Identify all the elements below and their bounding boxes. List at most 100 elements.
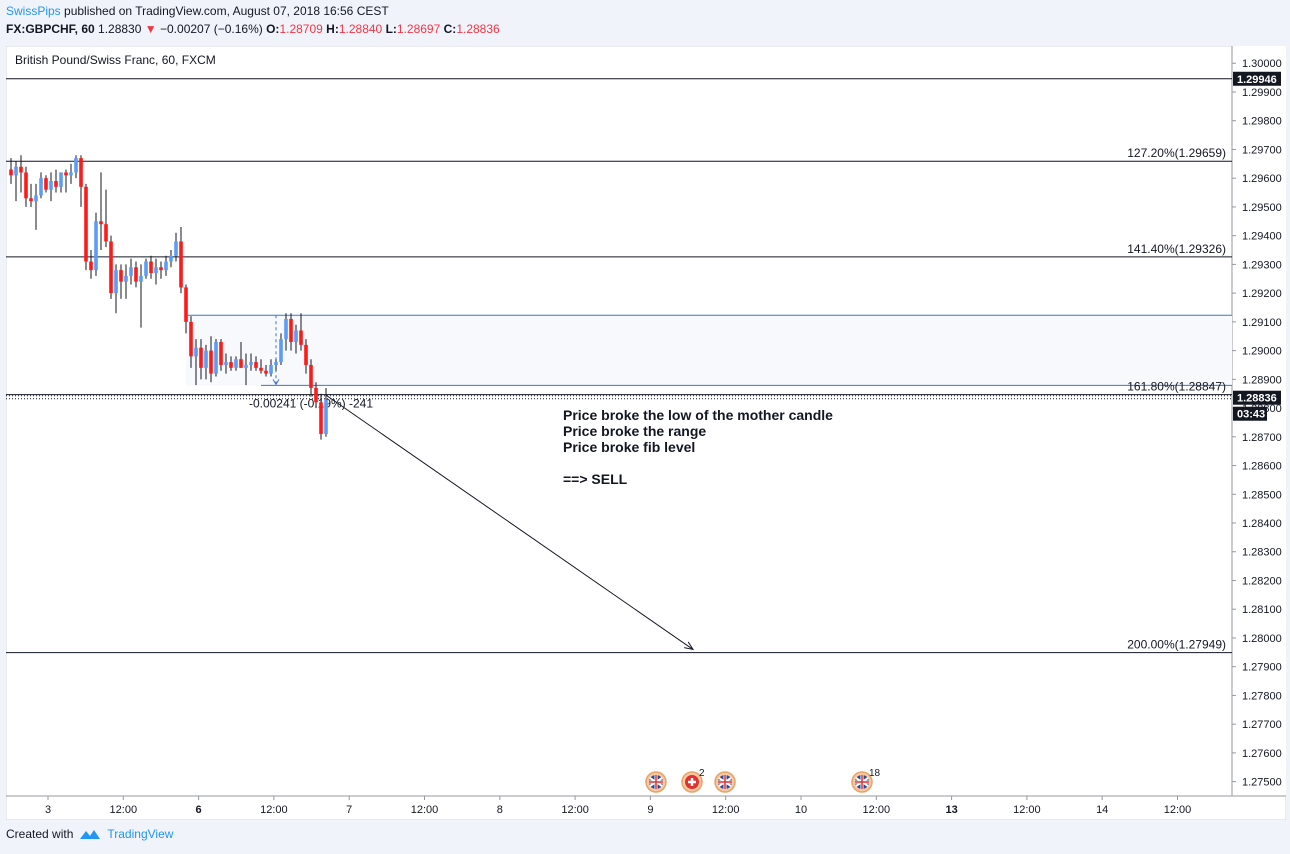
candle-up[interactable] xyxy=(129,267,133,276)
candle-down[interactable] xyxy=(64,172,68,176)
price-tag-label: 1.28836 xyxy=(1237,393,1277,405)
candle-down[interactable] xyxy=(254,362,258,368)
candle-up[interactable] xyxy=(234,359,238,368)
range-box[interactable] xyxy=(186,315,1232,386)
candle-down[interactable] xyxy=(119,270,123,282)
candle-down[interactable] xyxy=(9,169,13,176)
publish-header: SwissPips published on TradingView.com, … xyxy=(0,0,1290,42)
candle-down[interactable] xyxy=(149,261,153,274)
candle-down[interactable] xyxy=(304,344,308,365)
y-tick-label: 1.28700 xyxy=(1242,432,1282,444)
candle-up[interactable] xyxy=(49,181,53,190)
candle-down[interactable] xyxy=(229,362,233,368)
candle-down[interactable] xyxy=(134,267,138,282)
candle-down[interactable] xyxy=(84,186,88,262)
candle-up[interactable] xyxy=(14,166,18,176)
candle-down[interactable] xyxy=(159,267,163,271)
y-tick-label: 1.29800 xyxy=(1242,116,1282,128)
candle-up[interactable] xyxy=(214,341,218,374)
candle-up[interactable] xyxy=(249,362,253,365)
candle-up[interactable] xyxy=(34,195,38,202)
low-value: 1.28697 xyxy=(396,22,441,36)
price-chart[interactable]: British Pound/Swiss Franc, 60, FXCM 1.300… xyxy=(5,45,1287,821)
candle-down[interactable] xyxy=(29,198,33,202)
candle-up[interactable] xyxy=(169,255,173,262)
candle-down[interactable] xyxy=(319,402,323,434)
candle-down[interactable] xyxy=(184,287,188,322)
fib-level-label: 127.20%(1.29659) xyxy=(1127,146,1226,160)
candle-up[interactable] xyxy=(69,172,73,176)
candle-down[interactable] xyxy=(99,221,103,225)
candle-down[interactable] xyxy=(79,158,83,187)
candle-down[interactable] xyxy=(44,178,48,190)
candle-down[interactable] xyxy=(24,172,28,199)
candle-up[interactable] xyxy=(139,275,143,282)
candle-up[interactable] xyxy=(74,158,78,173)
symbol-info: FX:GBPCHF, 60 1.28830 ▼ −0.00207 (−0.16%… xyxy=(6,22,500,36)
candle-down[interactable] xyxy=(299,330,303,345)
tradingview-brand: TradingView xyxy=(107,827,174,841)
candle-up[interactable] xyxy=(244,364,248,368)
candle-down[interactable] xyxy=(19,166,23,173)
high-label: H: xyxy=(326,22,339,36)
chart-container[interactable]: British Pound/Swiss Franc, 60, FXCM 1.300… xyxy=(5,45,1287,825)
y-tick-label: 1.27500 xyxy=(1242,777,1282,789)
x-tick-label: 12:00 xyxy=(863,804,891,816)
candle-up[interactable] xyxy=(269,364,273,374)
candle-up[interactable] xyxy=(154,267,158,274)
candle-up[interactable] xyxy=(59,172,63,187)
published-text: published on TradingView.com, August 07,… xyxy=(64,4,389,18)
y-tick-label: 1.29900 xyxy=(1242,87,1282,99)
candle-up[interactable] xyxy=(224,362,228,365)
price-tag-label: 1.29946 xyxy=(1237,74,1277,86)
chart-title: British Pound/Swiss Franc, 60, FXCM xyxy=(15,53,216,67)
footer: Created with TradingView xyxy=(6,827,173,841)
measure-arrow-icon xyxy=(272,379,280,386)
event-count: 2 xyxy=(699,768,705,779)
candle-up[interactable] xyxy=(324,399,328,434)
candle-down[interactable] xyxy=(89,261,93,271)
candle-down[interactable] xyxy=(239,359,243,368)
close-value: 1.28836 xyxy=(456,22,500,36)
x-tick-label: 12:00 xyxy=(411,804,439,816)
candle-up[interactable] xyxy=(94,221,98,271)
candle-up[interactable] xyxy=(164,261,168,271)
candle-down[interactable] xyxy=(259,367,263,371)
author-link[interactable]: SwissPips xyxy=(6,4,61,18)
candle-down[interactable] xyxy=(289,318,293,342)
candle-up[interactable] xyxy=(124,275,128,282)
annotation-text: ==> SELL xyxy=(563,471,628,487)
candle-up[interactable] xyxy=(204,350,208,368)
candle-up[interactable] xyxy=(174,241,178,256)
trend-arrow[interactable] xyxy=(325,394,694,650)
y-tick-label: 1.29200 xyxy=(1242,288,1282,300)
y-tick-label: 1.29700 xyxy=(1242,144,1282,156)
low-label: L: xyxy=(385,22,397,36)
candle-down[interactable] xyxy=(199,347,203,368)
candle-down[interactable] xyxy=(264,370,268,374)
measure-label: -0.00241 (-0.19%) -241 xyxy=(249,397,373,411)
candle-down[interactable] xyxy=(109,241,113,294)
candle-up[interactable] xyxy=(39,178,43,196)
candle-up[interactable] xyxy=(284,318,288,340)
candle-down[interactable] xyxy=(309,364,313,388)
candle-up[interactable] xyxy=(194,347,198,357)
candle-down[interactable] xyxy=(54,181,58,187)
candle-down[interactable] xyxy=(179,241,183,288)
countdown-label: 03:43 xyxy=(1237,409,1265,421)
candle-down[interactable] xyxy=(209,350,213,374)
candle-up[interactable] xyxy=(294,330,298,342)
y-tick-label: 1.28900 xyxy=(1242,374,1282,386)
candle-down[interactable] xyxy=(219,341,223,365)
candle-up[interactable] xyxy=(279,339,283,363)
candle-down[interactable] xyxy=(314,387,318,403)
tradingview-link[interactable]: TradingView xyxy=(79,827,173,841)
candle-up[interactable] xyxy=(114,270,118,294)
y-tick-label: 1.28500 xyxy=(1242,489,1282,501)
candle-up[interactable] xyxy=(144,261,148,276)
candle-up[interactable] xyxy=(274,362,278,365)
candle-down[interactable] xyxy=(104,224,108,242)
candle-down[interactable] xyxy=(189,321,193,357)
open-label: O: xyxy=(266,22,280,36)
x-tick-label: 13 xyxy=(945,804,957,816)
